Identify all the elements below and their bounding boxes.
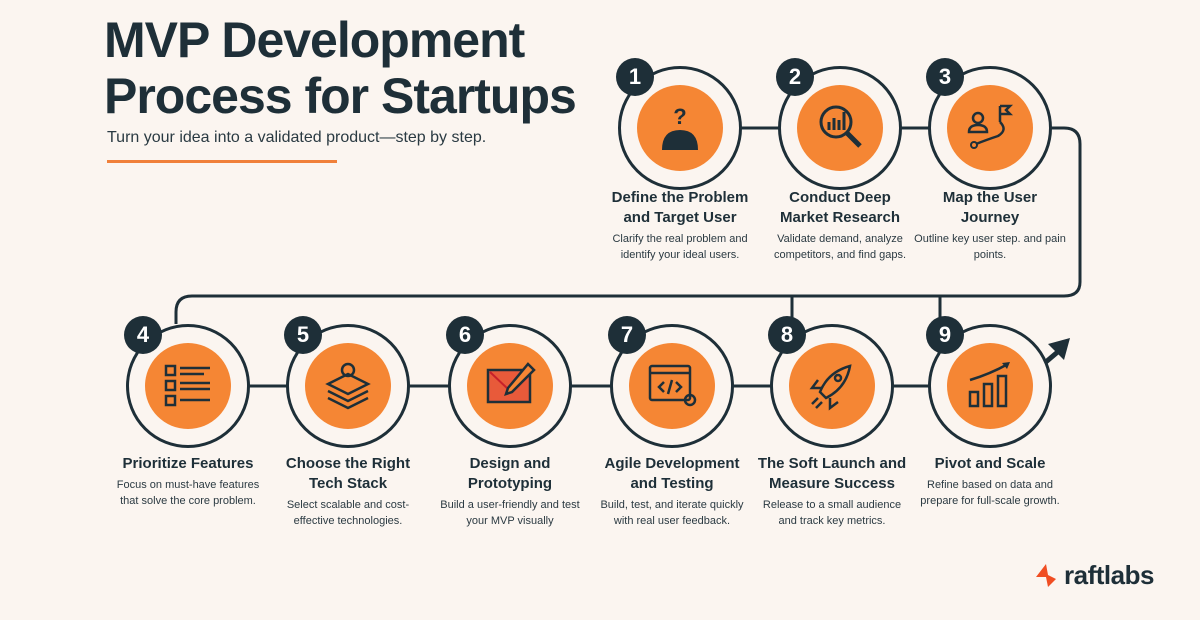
step-description: Clarify the real problem and identify yo… <box>612 233 748 261</box>
step-icon-background <box>789 343 875 429</box>
step-description: Build a user-friendly and test your MVP … <box>440 499 580 527</box>
step-icon-background <box>797 85 883 171</box>
step-title: Define the Problem and Target User <box>611 189 749 226</box>
code-window-gear-icon <box>648 364 697 407</box>
rocket-icon <box>809 364 852 411</box>
step-text: Pivot and Scale Refine based on data and… <box>914 454 1066 509</box>
step-title: Pivot and Scale <box>934 455 1046 472</box>
step-icon-background <box>467 343 553 429</box>
step-description: Release to a small audience and track ke… <box>762 499 902 527</box>
layers-gear-icon <box>325 362 371 410</box>
step-text: The Soft Launch and Measure Success Rele… <box>756 454 908 529</box>
step-title: Choose the Right Tech Stack <box>285 455 411 492</box>
step-description: Outline key user step. and pain points. <box>914 233 1066 261</box>
step-number-badge: 1 <box>616 58 654 96</box>
step-icon-background: ? <box>637 85 723 171</box>
step-description: Select scalable and cost-effective techn… <box>286 499 410 527</box>
step-text: Define the Problem and Target User Clari… <box>604 188 756 263</box>
step-title: Map the User Journey <box>942 189 1038 226</box>
title-underline <box>107 160 337 163</box>
step-number-badge: 6 <box>446 316 484 354</box>
step-number-badge: 5 <box>284 316 322 354</box>
step-text: Agile Development and Testing Build, tes… <box>596 454 748 529</box>
growth-chart-icon <box>968 362 1010 408</box>
step-icon-background <box>947 343 1033 429</box>
step-title: Agile Development and Testing <box>604 455 740 492</box>
step-description: Refine based on data and prepare for ful… <box>920 479 1060 507</box>
question-person-icon: ? <box>662 104 698 150</box>
step-icon-background <box>305 343 391 429</box>
step-number-badge: 2 <box>776 58 814 96</box>
step-title: Conduct Deep Market Research <box>779 189 901 226</box>
title-line-1: MVP Development <box>104 12 525 68</box>
step-icon-background <box>947 85 1033 171</box>
step-text: Map the User Journey Outline key user st… <box>914 188 1066 263</box>
logo-text: raftlabs <box>1064 560 1154 590</box>
step-title: Design and Prototyping <box>467 455 553 492</box>
magnifier-chart-icon <box>819 105 862 148</box>
step-description: Validate demand, analyze competitors, an… <box>773 233 907 261</box>
subtitle: Turn your idea into a validated product—… <box>107 129 487 146</box>
step-icon-background <box>145 343 231 429</box>
svg-text:?: ? <box>673 104 686 129</box>
step-number-badge: 3 <box>926 58 964 96</box>
step-text: Prioritize Features Focus on must-have f… <box>112 454 264 509</box>
step-title: Prioritize Features <box>122 455 254 472</box>
checklist-icon <box>164 364 210 407</box>
step-description: Build, test, and iterate quickly with re… <box>600 499 744 527</box>
step-number-badge: 4 <box>124 316 162 354</box>
page-title: MVP Development Process for Startups <box>104 12 577 124</box>
step-title: The Soft Launch and Measure Success <box>757 455 907 492</box>
step-text: Design and Prototyping Build a user-frie… <box>434 454 586 529</box>
step-description: Focus on must-have features that solve t… <box>116 479 260 507</box>
step-icon-background <box>629 343 715 429</box>
step-text: Conduct Deep Market Research Validate de… <box>764 188 916 263</box>
raftlabs-logo-icon <box>1036 563 1056 587</box>
wireframe-pencil-icon <box>486 362 536 404</box>
step-number-badge: 8 <box>768 316 806 354</box>
user-journey-flag-icon <box>967 104 1014 149</box>
step-number-badge: 9 <box>926 316 964 354</box>
step-number-badge: 7 <box>608 316 646 354</box>
step-text: Choose the Right Tech Stack Select scala… <box>272 454 424 529</box>
raftlabs-logo: raftlabs <box>1034 560 1154 591</box>
title-line-2: Process for Startups <box>104 68 577 124</box>
